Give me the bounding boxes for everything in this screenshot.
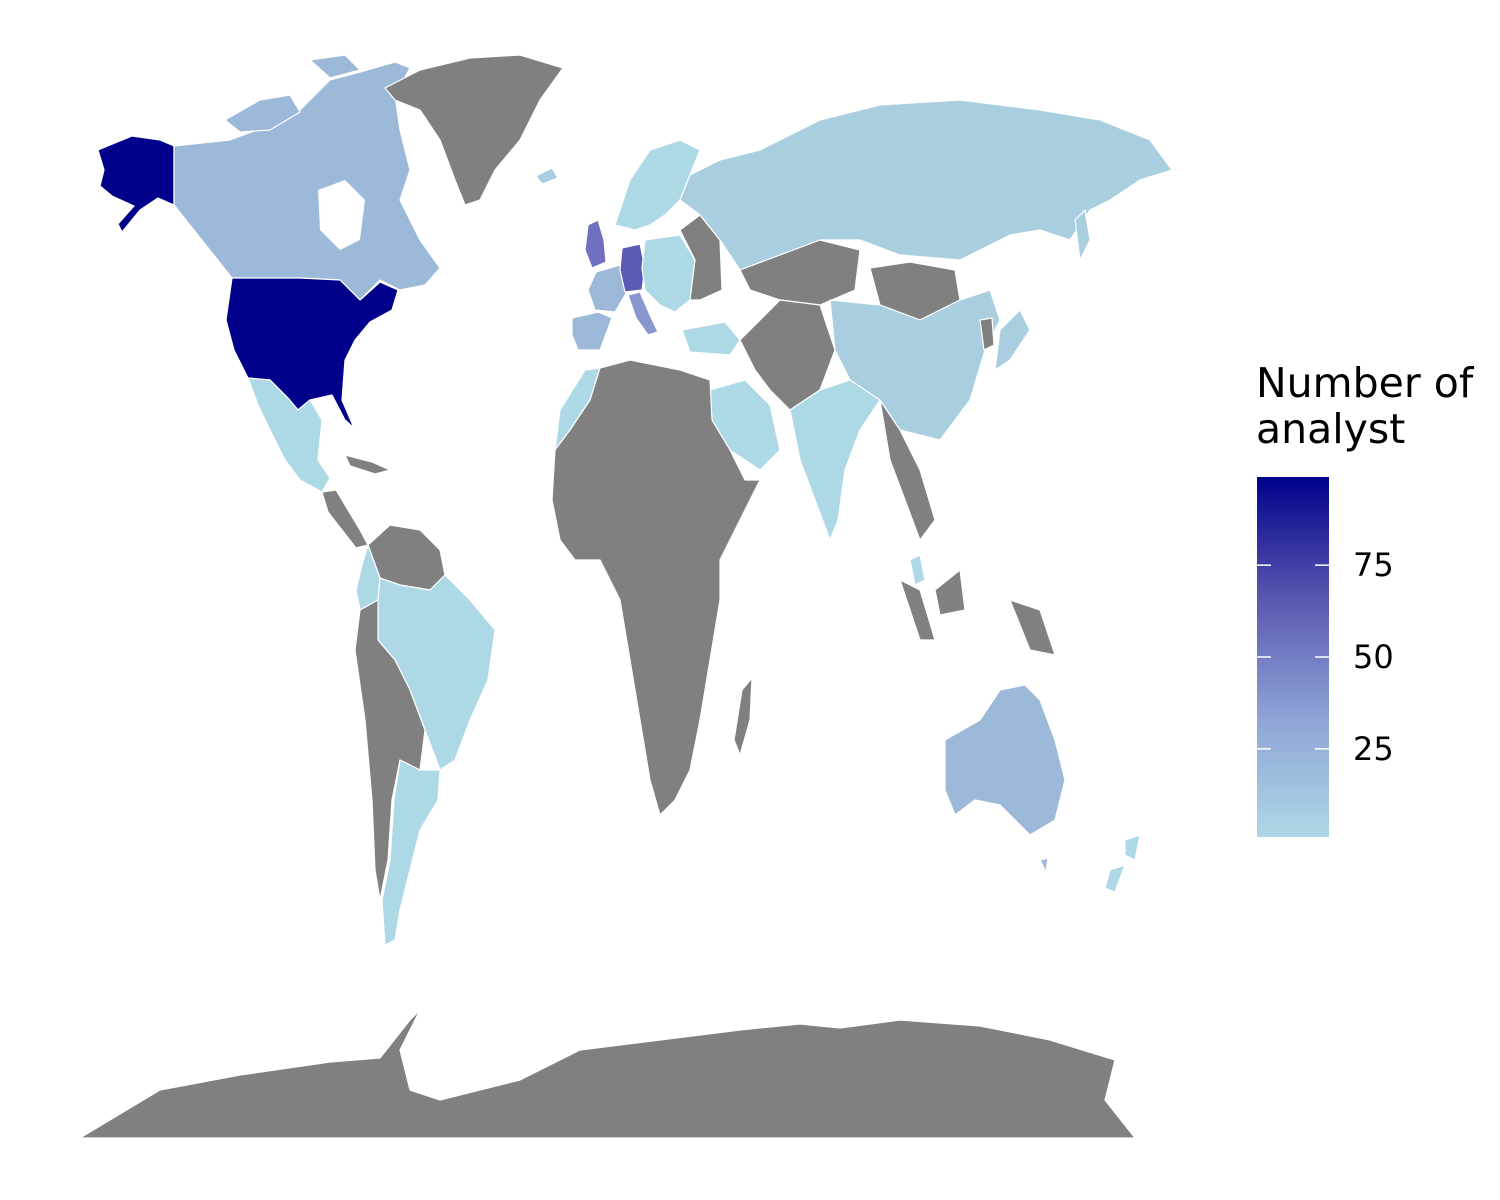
region-germany <box>619 243 646 293</box>
region-africa <box>551 359 761 816</box>
region-southeast-asia <box>879 399 936 541</box>
region-eastern-europe <box>641 234 696 313</box>
region-iceland <box>535 167 559 185</box>
region-andes-south <box>354 599 426 901</box>
region-turkey <box>681 321 741 356</box>
legend-tick-label: 25 <box>1353 729 1394 768</box>
region-greenland <box>384 54 564 206</box>
region-madagascar <box>733 677 753 756</box>
region-italy <box>627 291 659 336</box>
region-kazakhstan <box>739 239 861 306</box>
region-spain <box>571 311 613 351</box>
region-alaska <box>97 135 175 233</box>
region-tasmania <box>1039 857 1049 873</box>
region-india <box>789 379 881 541</box>
region-malaysia <box>909 554 926 586</box>
region-central-america <box>321 489 369 549</box>
region-japan <box>994 309 1031 371</box>
region-antarctica <box>79 1009 1136 1139</box>
legend-title: Number of analyst <box>1256 359 1474 453</box>
region-australia <box>944 684 1066 836</box>
legend-tick-label: 50 <box>1353 638 1394 676</box>
region-mexico <box>247 377 331 493</box>
region-caribbean <box>344 454 391 475</box>
region-indonesia <box>899 569 1056 656</box>
region-canada-islands <box>224 54 361 133</box>
region-new-zealand <box>1104 834 1141 893</box>
region-korea <box>979 317 995 351</box>
region-argentina <box>381 759 441 946</box>
legend-tick-label: 75 <box>1353 546 1394 585</box>
region-sakhalin <box>1074 209 1091 261</box>
region-united-kingdom <box>584 219 607 269</box>
region-russia <box>679 99 1173 271</box>
region-hudson-bay <box>318 180 365 250</box>
